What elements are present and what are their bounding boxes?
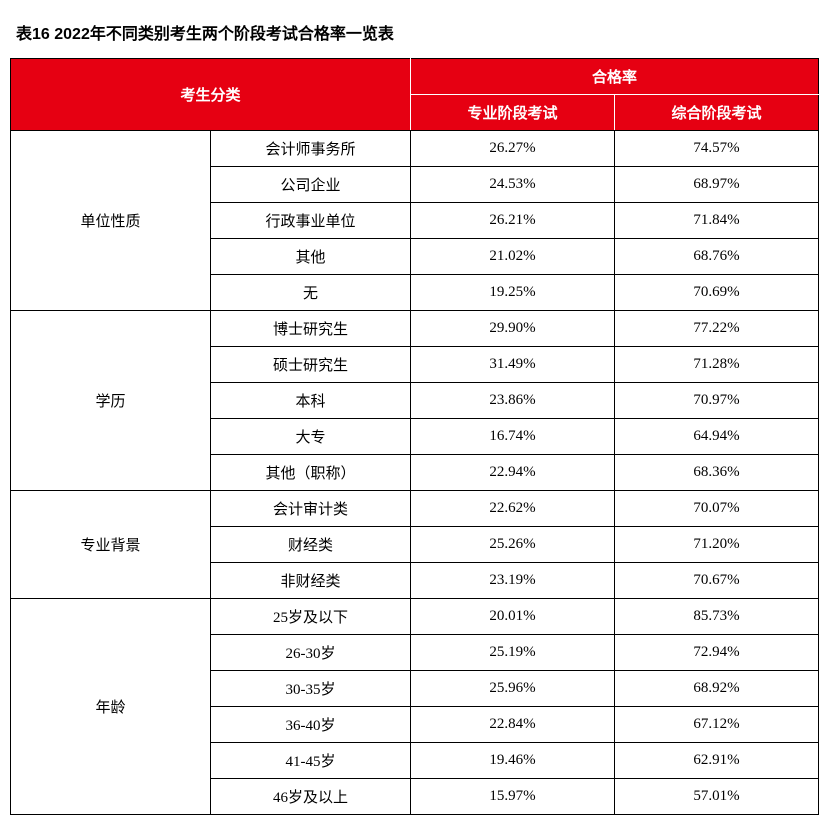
subcategory-cell: 本科: [211, 383, 411, 419]
subcategory-cell: 硕士研究生: [211, 347, 411, 383]
subcategory-cell: 非财经类: [211, 563, 411, 599]
professional-rate-cell: 22.62%: [411, 491, 615, 527]
group-label: 年龄: [11, 599, 211, 815]
professional-rate-cell: 22.94%: [411, 455, 615, 491]
subcategory-cell: 30-35岁: [211, 671, 411, 707]
comprehensive-rate-cell: 71.20%: [615, 527, 819, 563]
table-row: 年龄25岁及以下20.01%85.73%: [11, 599, 819, 635]
comprehensive-rate-cell: 70.07%: [615, 491, 819, 527]
comprehensive-rate-cell: 71.28%: [615, 347, 819, 383]
subcategory-cell: 其他（职称）: [211, 455, 411, 491]
professional-rate-cell: 29.90%: [411, 311, 615, 347]
header-professional: 专业阶段考试: [411, 95, 615, 131]
table-row: 学历博士研究生29.90%77.22%: [11, 311, 819, 347]
comprehensive-rate-cell: 57.01%: [615, 779, 819, 815]
comprehensive-rate-cell: 64.94%: [615, 419, 819, 455]
comprehensive-rate-cell: 62.91%: [615, 743, 819, 779]
comprehensive-rate-cell: 72.94%: [615, 635, 819, 671]
header-pass-rate: 合格率: [411, 59, 819, 95]
professional-rate-cell: 23.86%: [411, 383, 615, 419]
professional-rate-cell: 26.21%: [411, 203, 615, 239]
table-header: 考生分类 合格率 专业阶段考试 综合阶段考试: [11, 59, 819, 131]
comprehensive-rate-cell: 68.92%: [615, 671, 819, 707]
professional-rate-cell: 19.46%: [411, 743, 615, 779]
subcategory-cell: 行政事业单位: [211, 203, 411, 239]
group-label: 单位性质: [11, 131, 211, 311]
professional-rate-cell: 21.02%: [411, 239, 615, 275]
subcategory-cell: 会计师事务所: [211, 131, 411, 167]
professional-rate-cell: 16.74%: [411, 419, 615, 455]
group-label: 学历: [11, 311, 211, 491]
pass-rate-table: 考生分类 合格率 专业阶段考试 综合阶段考试 单位性质会计师事务所26.27%7…: [10, 58, 819, 815]
subcategory-cell: 博士研究生: [211, 311, 411, 347]
comprehensive-rate-cell: 70.69%: [615, 275, 819, 311]
table-row: 专业背景会计审计类22.62%70.07%: [11, 491, 819, 527]
professional-rate-cell: 22.84%: [411, 707, 615, 743]
comprehensive-rate-cell: 77.22%: [615, 311, 819, 347]
professional-rate-cell: 23.19%: [411, 563, 615, 599]
table-body: 单位性质会计师事务所26.27%74.57%公司企业24.53%68.97%行政…: [11, 131, 819, 815]
subcategory-cell: 会计审计类: [211, 491, 411, 527]
professional-rate-cell: 25.96%: [411, 671, 615, 707]
professional-rate-cell: 26.27%: [411, 131, 615, 167]
comprehensive-rate-cell: 70.67%: [615, 563, 819, 599]
comprehensive-rate-cell: 74.57%: [615, 131, 819, 167]
comprehensive-rate-cell: 68.36%: [615, 455, 819, 491]
professional-rate-cell: 31.49%: [411, 347, 615, 383]
subcategory-cell: 25岁及以下: [211, 599, 411, 635]
professional-rate-cell: 24.53%: [411, 167, 615, 203]
subcategory-cell: 46岁及以上: [211, 779, 411, 815]
professional-rate-cell: 25.19%: [411, 635, 615, 671]
professional-rate-cell: 15.97%: [411, 779, 615, 815]
professional-rate-cell: 25.26%: [411, 527, 615, 563]
subcategory-cell: 财经类: [211, 527, 411, 563]
subcategory-cell: 公司企业: [211, 167, 411, 203]
comprehensive-rate-cell: 70.97%: [615, 383, 819, 419]
comprehensive-rate-cell: 85.73%: [615, 599, 819, 635]
subcategory-cell: 无: [211, 275, 411, 311]
table-row: 单位性质会计师事务所26.27%74.57%: [11, 131, 819, 167]
professional-rate-cell: 19.25%: [411, 275, 615, 311]
comprehensive-rate-cell: 67.12%: [615, 707, 819, 743]
subcategory-cell: 36-40岁: [211, 707, 411, 743]
comprehensive-rate-cell: 68.97%: [615, 167, 819, 203]
professional-rate-cell: 20.01%: [411, 599, 615, 635]
header-comprehensive: 综合阶段考试: [615, 95, 819, 131]
subcategory-cell: 大专: [211, 419, 411, 455]
subcategory-cell: 26-30岁: [211, 635, 411, 671]
subcategory-cell: 其他: [211, 239, 411, 275]
table-caption: 表16 2022年不同类别考生两个阶段考试合格率一览表: [16, 20, 818, 44]
header-category: 考生分类: [11, 59, 411, 131]
comprehensive-rate-cell: 71.84%: [615, 203, 819, 239]
subcategory-cell: 41-45岁: [211, 743, 411, 779]
comprehensive-rate-cell: 68.76%: [615, 239, 819, 275]
group-label: 专业背景: [11, 491, 211, 599]
